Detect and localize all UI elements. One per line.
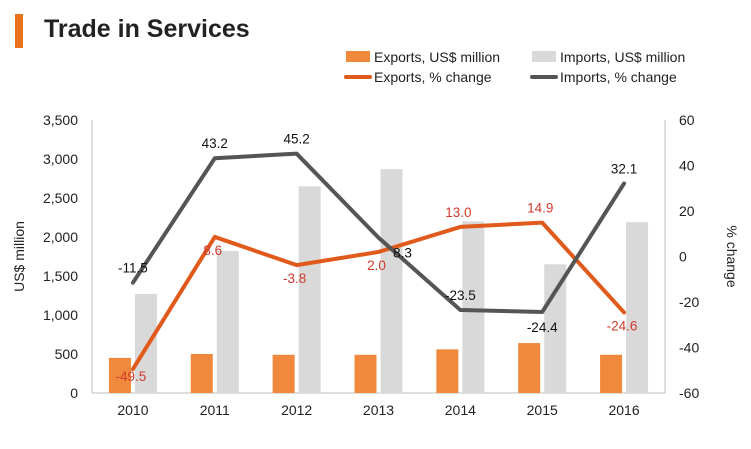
exports-change-data-label: -24.6: [607, 318, 638, 333]
imports-change-line: [130, 151, 627, 315]
title-accent-bar: [15, 14, 23, 48]
x-tick-label: 2016: [608, 402, 639, 418]
imports-change-data-label: 45.2: [284, 132, 310, 147]
y-left-tick-label: 500: [55, 346, 79, 362]
exports-change-data-label: 8.6: [203, 243, 222, 258]
y-left-tick-label: 2,500: [43, 190, 78, 206]
exports-change-data-label: 14.9: [527, 201, 553, 216]
y-right-tick-label: 0: [679, 249, 687, 265]
exports-bar: [436, 349, 459, 393]
exports-change-data-label: -49.5: [116, 369, 147, 384]
y-left-axis-title: US$ million: [11, 221, 27, 292]
y-left-tick-label: 1,500: [43, 268, 78, 284]
x-tick-label: 2012: [281, 402, 312, 418]
legend-swatch: [346, 51, 370, 62]
exports-bar: [354, 354, 377, 393]
imports-change-data-label: -11.5: [118, 261, 148, 276]
x-tick-label: 2015: [527, 402, 558, 418]
exports-bar: [518, 343, 541, 393]
imports-bar: [298, 186, 321, 393]
y-right-tick-label: 40: [679, 158, 695, 174]
imports-change-data-label: -23.5: [445, 288, 476, 303]
imports-change-data-label: 43.2: [202, 136, 228, 151]
x-tick-label: 2014: [445, 402, 476, 418]
exports-bar: [600, 354, 623, 393]
y-left-tick-label: 3,500: [43, 112, 78, 128]
y-left-tick-label: 3,000: [43, 151, 78, 167]
y-right-tick-label: -60: [679, 385, 699, 401]
y-right-tick-label: -40: [679, 340, 699, 356]
imports-change-data-label: -24.4: [527, 320, 558, 335]
imports-bar: [626, 222, 649, 393]
y-right-tick-label: 20: [679, 203, 695, 219]
y-right-axis-title: % change: [724, 225, 740, 287]
exports-change-line: [130, 220, 627, 372]
y-left-tick-label: 0: [70, 385, 78, 401]
imports-bar: [380, 169, 403, 393]
imports-change-data-label: 32.1: [611, 161, 637, 176]
exports-change-data-label: 2.0: [367, 258, 386, 273]
exports-bar: [272, 354, 295, 393]
legend-swatch: [532, 51, 556, 62]
legend-label: Imports, % change: [560, 69, 677, 85]
x-tick-label: 2011: [200, 402, 230, 418]
imports-bar: [462, 221, 485, 393]
y-right-tick-label: -20: [679, 294, 699, 310]
legend-label: Exports, US$ million: [374, 49, 500, 65]
imports-bar: [216, 251, 239, 393]
page-title: Trade in Services: [44, 15, 250, 43]
exports-change-data-label: 13.0: [445, 205, 471, 220]
legend-label: Imports, US$ million: [560, 49, 685, 65]
y-left-tick-label: 2,000: [43, 229, 78, 245]
imports-bar: [544, 264, 567, 393]
imports-change-data-label: 8.3: [393, 246, 412, 261]
x-tick-label: 2010: [117, 402, 148, 418]
imports-bar: [134, 293, 157, 393]
exports-change-data-label: -3.8: [283, 271, 306, 286]
exports-bar: [108, 357, 131, 393]
y-right-tick-label: 60: [679, 112, 695, 128]
y-left-tick-label: 1,000: [43, 307, 78, 323]
legend-label: Exports, % change: [374, 69, 492, 85]
exports-bar: [190, 354, 213, 393]
x-tick-label: 2013: [363, 402, 394, 418]
